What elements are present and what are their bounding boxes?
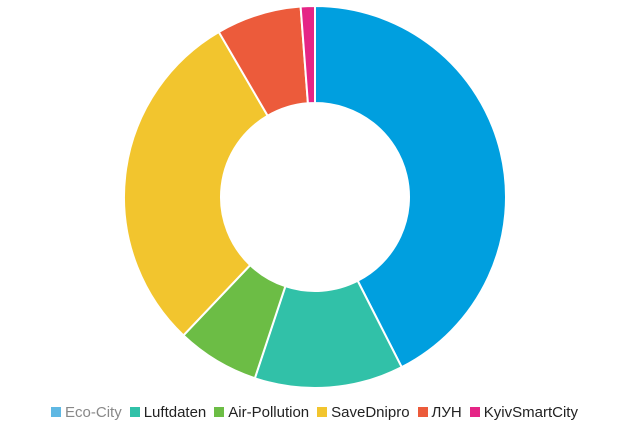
legend-label: ЛУН	[431, 403, 462, 421]
legend-item[interactable]: SaveDnipro	[317, 403, 410, 421]
legend-swatch	[417, 407, 428, 417]
legend-label: KyivSmartCity	[483, 403, 578, 421]
legend-swatch	[469, 407, 480, 417]
legend-swatch	[129, 407, 140, 417]
legend-item[interactable]: ЛУН	[417, 403, 462, 421]
slice-savednipro[interactable]	[123, 30, 270, 337]
legend-item[interactable]: KyivSmartCity	[469, 403, 578, 421]
legend-label: Luftdaten	[143, 403, 207, 421]
legend-item[interactable]: Eco-City	[51, 404, 122, 421]
legend-swatch	[317, 407, 328, 417]
legend-swatch	[214, 407, 225, 417]
legend-item[interactable]: Air-Pollution	[214, 404, 309, 421]
legend-item[interactable]: Luftdaten	[129, 403, 207, 421]
legend-label: SaveDnipro	[331, 403, 410, 421]
legend: Eco-City Luftdaten Air-Pollution SaveDnipro…	[0, 401, 629, 422]
legend-label: Eco-City	[65, 403, 122, 421]
legend-label: Air-Pollution	[228, 403, 310, 421]
slice-kyivsmartcity[interactable]	[299, 4, 316, 105]
donut-plot	[123, 4, 507, 389]
legend-swatch	[51, 407, 62, 417]
slice-eco-city[interactable]	[314, 4, 507, 369]
